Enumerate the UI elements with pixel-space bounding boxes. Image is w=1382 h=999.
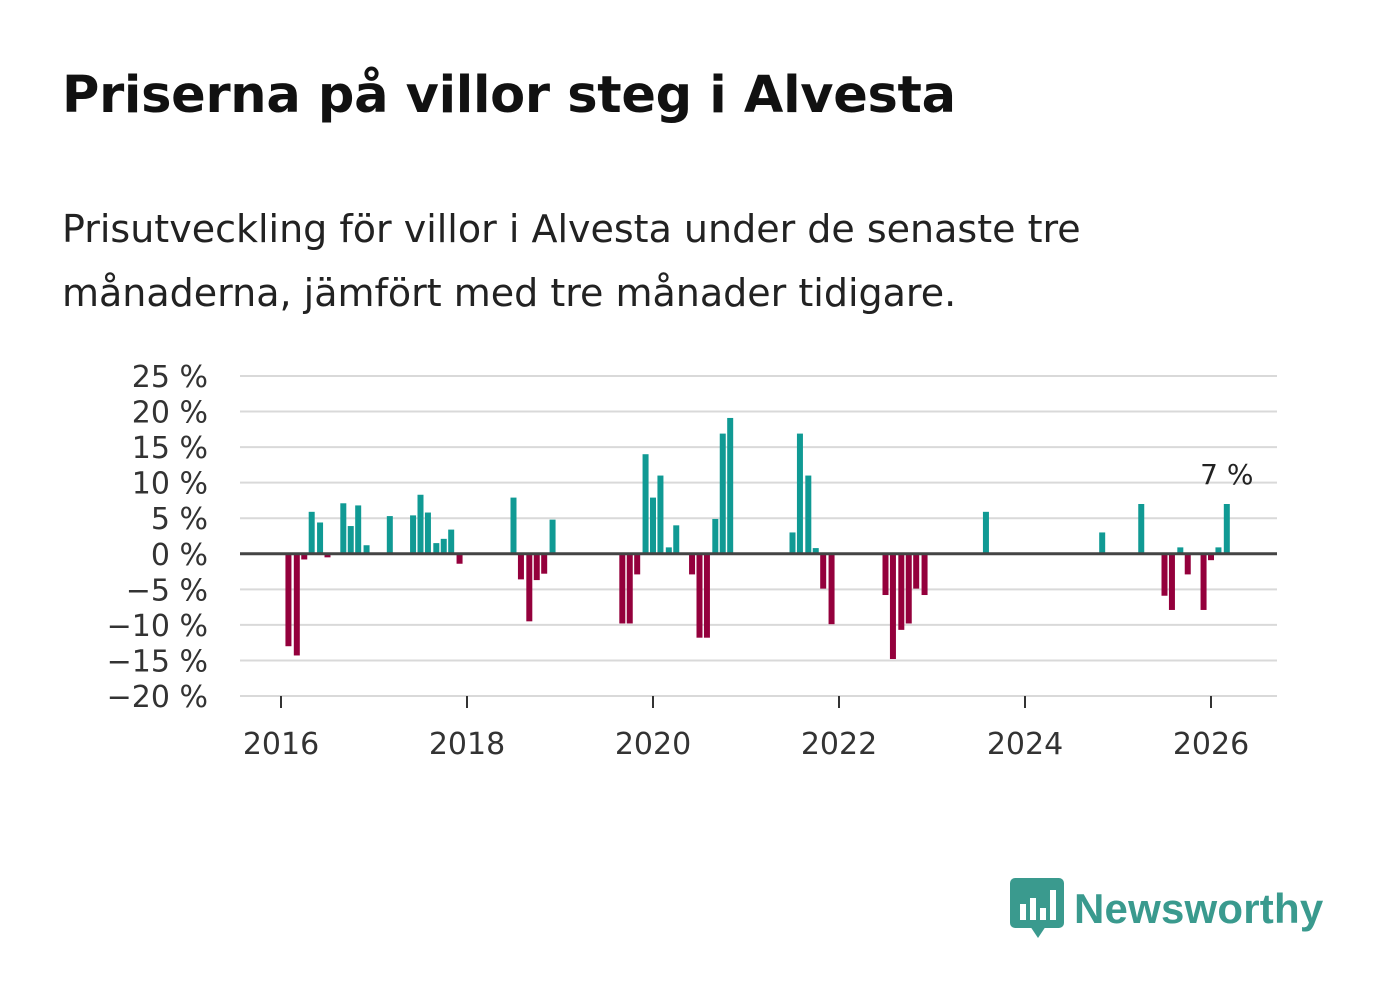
bar bbox=[363, 545, 370, 554]
x-tick-label: 2022 bbox=[801, 727, 877, 762]
bar bbox=[889, 553, 896, 660]
bar bbox=[650, 497, 656, 554]
bar bbox=[626, 553, 633, 624]
chart-subtitle: Prisutveckling för villor i Alvesta unde… bbox=[62, 207, 1081, 315]
bar bbox=[812, 548, 819, 554]
bar bbox=[424, 512, 431, 554]
bar bbox=[1177, 547, 1184, 554]
bar bbox=[727, 417, 734, 554]
bar bbox=[440, 538, 447, 554]
bar bbox=[1138, 504, 1145, 554]
y-tick-label: −5 % bbox=[126, 573, 208, 608]
bar bbox=[898, 553, 905, 630]
bar bbox=[549, 519, 556, 554]
bar bbox=[517, 553, 524, 580]
bar bbox=[665, 547, 672, 554]
bar bbox=[657, 475, 664, 554]
x-tick-label: 2024 bbox=[987, 727, 1063, 762]
y-tick-label: 20 % bbox=[132, 396, 208, 431]
bar bbox=[541, 553, 548, 574]
y-tick-label: −15 % bbox=[107, 644, 208, 679]
bar bbox=[1168, 553, 1175, 610]
bar bbox=[340, 503, 347, 554]
bar bbox=[533, 553, 540, 581]
y-axis-labels: 25 %20 %15 %10 %5 %0 %−5 %−10 %−15 %−20 … bbox=[107, 360, 208, 715]
bar bbox=[820, 553, 827, 589]
bar bbox=[828, 553, 835, 625]
bar bbox=[1200, 553, 1207, 610]
chart-title: Priserna på villor steg i Alvesta bbox=[62, 66, 956, 125]
bar bbox=[355, 505, 362, 554]
x-tick-label: 2016 bbox=[243, 727, 319, 762]
x-axis: 2016 2018 2020 2022 2024 2026 bbox=[243, 696, 1249, 762]
bar bbox=[417, 494, 424, 554]
bar bbox=[634, 553, 641, 575]
bar bbox=[1161, 553, 1168, 596]
bar bbox=[712, 518, 719, 554]
bar bbox=[982, 511, 989, 554]
bar bbox=[1184, 553, 1191, 575]
bar bbox=[905, 553, 912, 624]
grid-lines bbox=[240, 375, 1277, 697]
bar bbox=[301, 553, 308, 560]
bar bbox=[789, 532, 796, 554]
bar bbox=[619, 553, 626, 624]
bar-chart-speech-bubble-icon bbox=[1010, 878, 1064, 938]
bar bbox=[703, 553, 710, 638]
y-tick-label: −20 % bbox=[107, 680, 208, 715]
bar bbox=[293, 553, 300, 656]
y-tick-label: 10 % bbox=[132, 467, 208, 502]
bar bbox=[1099, 532, 1106, 554]
bar bbox=[1223, 504, 1230, 554]
bar bbox=[456, 553, 463, 564]
y-tick-label: 15 % bbox=[132, 431, 208, 466]
bar bbox=[673, 525, 680, 554]
bar bbox=[433, 543, 440, 554]
bar bbox=[526, 553, 533, 622]
brand-name: Newsworthy bbox=[1074, 885, 1324, 932]
bar bbox=[719, 433, 726, 554]
bar bbox=[796, 433, 803, 554]
bar bbox=[448, 529, 455, 554]
newsworthy-logo: Newsworthy bbox=[1010, 878, 1323, 940]
y-tick-label: 0 % bbox=[151, 538, 208, 573]
bar bbox=[913, 553, 920, 589]
y-tick-label: 25 % bbox=[132, 360, 208, 395]
last-value-annotation: 7 % bbox=[1200, 458, 1253, 491]
x-tick-label: 2018 bbox=[429, 727, 505, 762]
bar bbox=[921, 553, 928, 596]
bar bbox=[410, 515, 417, 554]
bar bbox=[805, 475, 812, 554]
bar bbox=[882, 553, 889, 596]
bar bbox=[1215, 547, 1222, 554]
bar bbox=[1208, 553, 1214, 561]
bar bbox=[285, 553, 292, 647]
bar bbox=[696, 553, 703, 638]
bars bbox=[285, 417, 1230, 660]
x-tick-label: 2020 bbox=[615, 727, 691, 762]
bar bbox=[347, 526, 354, 554]
y-tick-label: 5 % bbox=[151, 502, 208, 537]
x-tick-label: 2026 bbox=[1173, 727, 1249, 762]
bar bbox=[308, 511, 315, 554]
y-tick-label: −10 % bbox=[107, 609, 208, 644]
bar bbox=[324, 553, 331, 558]
bar bbox=[642, 454, 649, 554]
bar bbox=[689, 553, 696, 575]
bar bbox=[317, 522, 324, 554]
bar bbox=[510, 497, 517, 554]
bar bbox=[386, 516, 393, 554]
